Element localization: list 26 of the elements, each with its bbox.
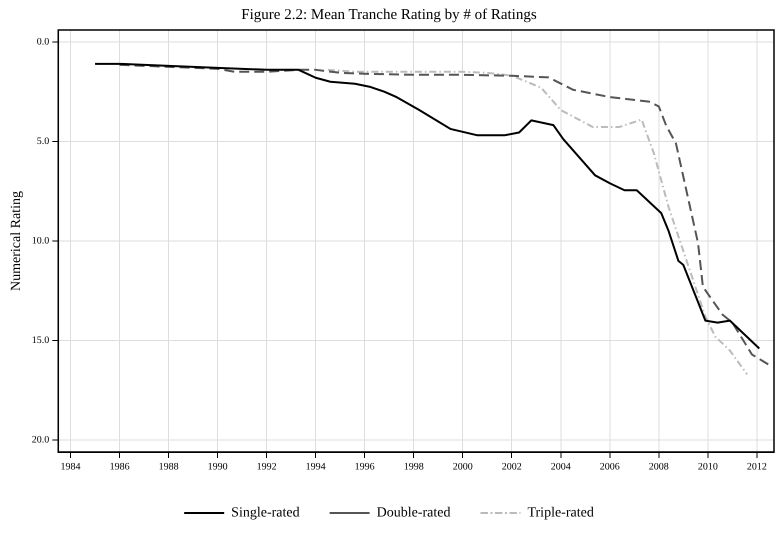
x-tick-label: 1990 bbox=[208, 462, 228, 473]
x-tick-label: 1996 bbox=[354, 462, 375, 473]
legend-label: Single-rated bbox=[231, 506, 300, 521]
y-tick-label: 15.0 bbox=[32, 335, 50, 346]
x-tick-label: 2000 bbox=[452, 462, 473, 473]
chart-title: Figure 2.2: Mean Tranche Rating by # of Ratings bbox=[241, 6, 537, 23]
y-tick-label: 5.0 bbox=[36, 136, 50, 148]
x-tick-label: 1998 bbox=[404, 462, 424, 473]
x-tick-label: 2004 bbox=[550, 462, 571, 473]
y-tick-label: 0.0 bbox=[36, 36, 50, 48]
legend-label: Double-rated bbox=[376, 506, 450, 521]
legend-label: Triple-rated bbox=[527, 506, 594, 521]
x-tick-label: 2012 bbox=[746, 462, 767, 473]
x-tick-label: 1988 bbox=[158, 462, 179, 473]
x-tick-label: 1984 bbox=[60, 462, 81, 473]
x-tick-label: 2010 bbox=[698, 462, 718, 473]
x-tick-label: 1986 bbox=[110, 462, 130, 473]
y-tick-label: 10.0 bbox=[32, 236, 50, 247]
x-tick-label: 2006 bbox=[600, 462, 620, 473]
y-axis-title: Numerical Rating bbox=[9, 191, 24, 291]
line-series bbox=[326, 68, 748, 376]
x-tick-label: 1994 bbox=[306, 462, 326, 473]
x-tick-label: 1992 bbox=[256, 462, 277, 473]
y-tick-label: 20.0 bbox=[32, 434, 50, 446]
x-tick-label: 2002 bbox=[502, 462, 522, 473]
x-tick-label: 2008 bbox=[648, 462, 669, 473]
